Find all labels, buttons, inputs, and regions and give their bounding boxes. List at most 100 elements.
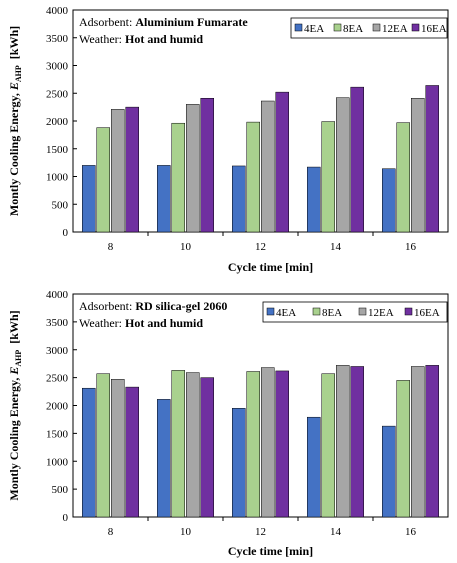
y-tick-label: 3500: [46, 33, 69, 45]
bar-4ea-8: [82, 387, 96, 518]
bar-16ea-12: [275, 91, 289, 233]
legend-label-4ea: 4EA: [276, 307, 296, 319]
bar-8ea-10: [171, 370, 185, 518]
bar-8ea-12: [246, 121, 260, 233]
y-axis-title-prefix: Montly Cooling Energy,: [7, 90, 21, 216]
y-axis-title-subscript: AHP: [14, 65, 23, 82]
bar-8ea-14: [321, 373, 335, 518]
y-tick-label: 2000: [46, 401, 69, 413]
bar-12ea-12: [261, 100, 275, 233]
bar-8ea-8: [96, 373, 110, 518]
weather-annotation: Weather: Hot and humid: [79, 316, 203, 330]
y-axis-title-unit: [kWh]: [7, 26, 21, 59]
bar-16ea-16: [425, 365, 439, 518]
bar-12ea-8: [111, 379, 125, 518]
legend-label-8ea: 8EA: [322, 307, 342, 319]
weather-value: Hot and humid: [125, 32, 203, 46]
bar-8ea-16: [396, 380, 410, 518]
bar-4ea-10: [157, 165, 171, 233]
x-axis-title: Cycle time [min]: [228, 260, 313, 274]
y-tick-label: 1000: [46, 172, 69, 184]
weather-label: Weather:: [79, 316, 125, 330]
y-axis-title: Montly Cooling Energy, EAHP [kWh]: [7, 26, 23, 216]
y-axis-title-prefix: Montly Cooling Energy,: [7, 375, 21, 501]
chart-rd-silica-gel: 0 500 1000 1500 2000 2500 3000 3500 4000 8 10 12 14 1…: [7, 289, 449, 558]
bar-16ea-8: [125, 386, 139, 518]
bar-4ea-8: [82, 165, 96, 233]
x-tick-label: 12: [255, 526, 266, 538]
bar-12ea-16: [411, 366, 425, 518]
adsorbent-annotation: Adsorbent: Aluminium Fumarate: [79, 15, 248, 29]
bar-8ea-16: [396, 122, 410, 233]
x-tick-label: 16: [405, 241, 417, 253]
legend-label-8ea: 8EA: [343, 23, 363, 35]
weather-annotation: Weather: Hot and humid: [79, 32, 203, 46]
bar-4ea-12: [232, 165, 246, 233]
bar-16ea-10: [200, 377, 214, 518]
y-tick-label: 3000: [46, 61, 69, 73]
bar-16ea-16: [425, 85, 439, 233]
y-tick-label: 500: [52, 484, 69, 496]
legend-swatch-4ea: [294, 23, 303, 32]
x-tick-label: 8: [108, 526, 114, 538]
y-tick-label: 500: [52, 199, 69, 211]
bar-12ea-14: [336, 97, 350, 233]
bar-16ea-14: [350, 86, 364, 233]
adsorbent-value: Aluminium Fumarate: [135, 15, 248, 29]
bar-4ea-14: [307, 166, 321, 233]
y-tick-label: 4000: [46, 289, 69, 301]
legend-swatch-16ea: [411, 23, 420, 32]
x-tick-label: 10: [180, 241, 192, 253]
y-tick-label: 3000: [46, 345, 69, 357]
bar-8ea-14: [321, 121, 335, 233]
y-tick-label: 0: [63, 512, 69, 524]
adsorbent-annotation: Adsorbent: RD silica-gel 2060: [79, 299, 227, 313]
legend-label-4ea: 4EA: [304, 23, 324, 35]
x-axis-title: Cycle time [min]: [228, 544, 313, 558]
legend-label-16ea: 16EA: [421, 23, 447, 35]
bar-4ea-16: [382, 425, 396, 518]
bar-8ea-10: [171, 122, 185, 233]
legend-swatch-8ea: [312, 307, 321, 316]
y-tick-label: 0: [63, 227, 69, 239]
legend-swatch-12ea: [358, 307, 367, 316]
x-tick-label: 14: [330, 241, 342, 253]
bar-16ea-12: [275, 370, 289, 518]
y-tick-label: 2500: [46, 88, 69, 100]
bar-4ea-12: [232, 408, 246, 518]
adsorbent-label: Adsorbent:: [79, 15, 135, 29]
x-tick-label: 12: [255, 241, 266, 253]
y-axis-title-symbol: E: [7, 82, 21, 91]
bar-12ea-10: [186, 372, 200, 518]
bar-8ea-12: [246, 371, 260, 518]
y-tick-label: 1500: [46, 144, 69, 156]
weather-value: Hot and humid: [125, 316, 203, 330]
x-tick-label: 16: [405, 526, 417, 538]
x-tick-label: 10: [180, 526, 192, 538]
y-axis-title: Montly Cooling Energy, EAHP [kWh]: [7, 310, 23, 500]
bar-4ea-10: [157, 399, 171, 518]
legend-swatch-8ea: [333, 23, 342, 32]
x-tick-label: 8: [108, 241, 114, 253]
legend: 4EA 8EA 12EA 16EA: [262, 301, 448, 323]
bar-8ea-8: [96, 127, 110, 233]
bar-12ea-16: [411, 97, 425, 233]
legend-box: [290, 17, 448, 39]
bar-12ea-12: [261, 367, 275, 518]
bar-4ea-14: [307, 416, 321, 518]
legend-label-16ea: 16EA: [414, 307, 440, 319]
adsorbent-label: Adsorbent:: [79, 299, 135, 313]
bar-4ea-16: [382, 168, 396, 233]
bar-12ea-10: [186, 104, 200, 233]
y-axis-title-symbol: E: [7, 367, 21, 376]
bar-16ea-10: [200, 97, 214, 233]
legend-swatch-16ea: [404, 307, 413, 316]
bar-16ea-8: [125, 106, 139, 233]
y-tick-label: 2000: [46, 116, 69, 128]
y-tick-label: 4000: [46, 5, 69, 17]
legend-label-12ea: 12EA: [368, 307, 394, 319]
legend: 4EA 8EA 12EA 16EA: [290, 17, 448, 39]
legend-box: [262, 301, 448, 323]
x-tick-label: 14: [330, 526, 342, 538]
